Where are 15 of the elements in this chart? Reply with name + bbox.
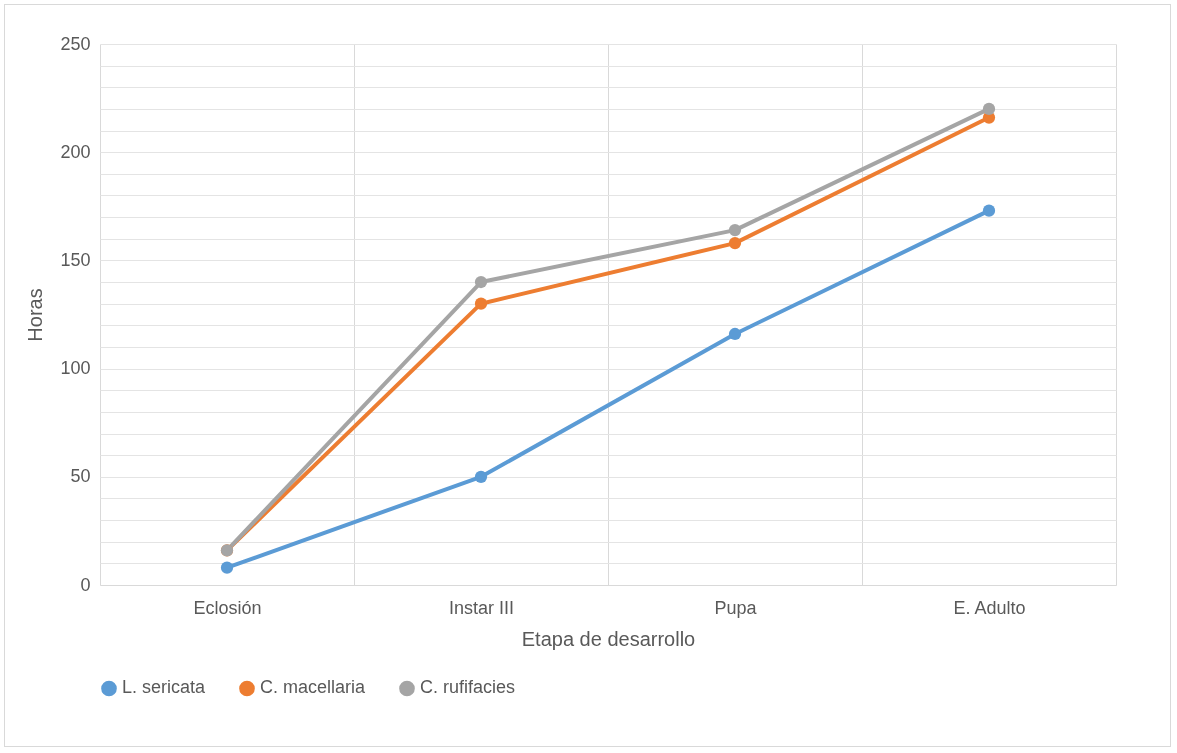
legend-label: C. macellaria [260,677,367,698]
x-axis-title: Etapa de desarrollo [521,627,696,650]
legend-label: L. sericata [122,677,207,698]
y-tick-label: 150 [60,249,91,270]
x-tick-label: E. Adulto [953,597,1026,618]
y-tick-label: 250 [60,33,91,54]
y-tick-label: 100 [60,358,91,379]
x-tick-label: Instar III [448,597,515,618]
y-axis-title: Horas [24,288,47,342]
x-tick-label: Eclosión [193,597,262,618]
x-tick-label: Pupa [714,597,758,618]
y-tick-label: 50 [70,466,91,487]
y-tick-label: 200 [60,141,91,162]
legend-label: C. rufifacies [420,677,516,698]
y-tick-label: 0 [80,574,91,595]
